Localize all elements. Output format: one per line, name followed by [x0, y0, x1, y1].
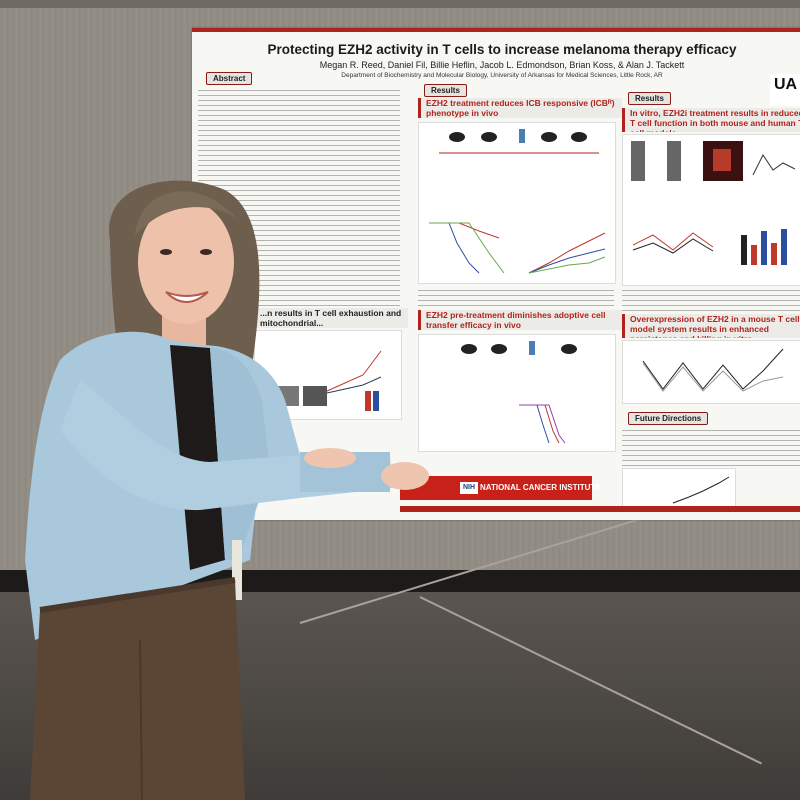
poster-top-accent: [192, 28, 800, 32]
figure-future: [622, 468, 736, 510]
floor: [0, 499, 800, 800]
figure-future-graphic: [672, 476, 730, 504]
panel-heading-1: EZH2 treatment reduces ICB responsive (I…: [418, 98, 622, 118]
panel-heading-3-text: In vitro, EZH2i treatment results in red…: [630, 108, 800, 132]
panel-heading-2-text: EZH2 pre-treatment diminishes adoptive c…: [426, 310, 606, 330]
figure-caption-1: [418, 286, 614, 306]
poster-title: Protecting EZH2 activity in T cells to i…: [267, 42, 737, 57]
results-heading-left: Results: [424, 84, 467, 97]
panel-heading-4-text: Overexpression of EZH2 in a mouse T cell…: [630, 314, 800, 338]
panel-heading-4: Overexpression of EZH2 in a mouse T cell…: [622, 314, 800, 338]
results-heading-right: Results: [628, 92, 671, 105]
abstract-heading: Abstract: [206, 72, 253, 85]
figure-adoptive-transfer-graphic: [461, 341, 577, 444]
figure-icb-response: [418, 122, 616, 284]
research-poster: Protecting EZH2 activity in T cells to i…: [192, 28, 800, 520]
university-logo: UA: [770, 74, 800, 106]
floor-line: [419, 596, 762, 765]
poster-authors: Megan R. Reed, Daniel Fil, Billie Heflin…: [319, 60, 685, 70]
panel-heading-5: ...n results in T cell exhaustion and mi…: [252, 308, 408, 328]
nih-logo: NIH: [460, 482, 478, 494]
figure-t-cell-function: [622, 134, 800, 286]
nci-label: NATIONAL CANCER INSTITUTE: [480, 483, 601, 492]
panel-heading-1-text: EZH2 treatment reduces ICB responsive (I…: [426, 98, 615, 118]
figure-caption-3: [622, 286, 800, 312]
figure-exhaustion-graphic: [275, 350, 382, 411]
future-directions-heading: Future Directions: [628, 412, 709, 425]
nci-banner: NIH NATIONAL CANCER INSTITUTE: [400, 476, 601, 500]
future-directions-text: [622, 426, 800, 466]
figure-ezh2-overexpression-graphic: [642, 348, 784, 392]
figure-ezh2-overexpression: [622, 340, 800, 404]
wall-frame: [0, 0, 800, 8]
logo-text: UA: [774, 76, 798, 93]
figure-t-cell-function-graphic: [631, 141, 796, 265]
panel-heading-5-text: ...n results in T cell exhaustion and mi…: [260, 308, 402, 328]
poster-bottom-accent: [400, 506, 800, 512]
abstract-text: [198, 86, 400, 310]
panel-heading-2: EZH2 pre-treatment diminishes adoptive c…: [418, 310, 622, 330]
wall-base: [0, 570, 800, 592]
poster-department: Department of Biochemistry and Molecular…: [341, 72, 663, 79]
figure-adoptive-transfer: [418, 334, 616, 452]
figure-icb-response-graphic: [429, 129, 606, 274]
panel-heading-3: In vitro, EZH2i treatment results in red…: [622, 108, 800, 132]
figure-exhaustion: [254, 330, 402, 420]
